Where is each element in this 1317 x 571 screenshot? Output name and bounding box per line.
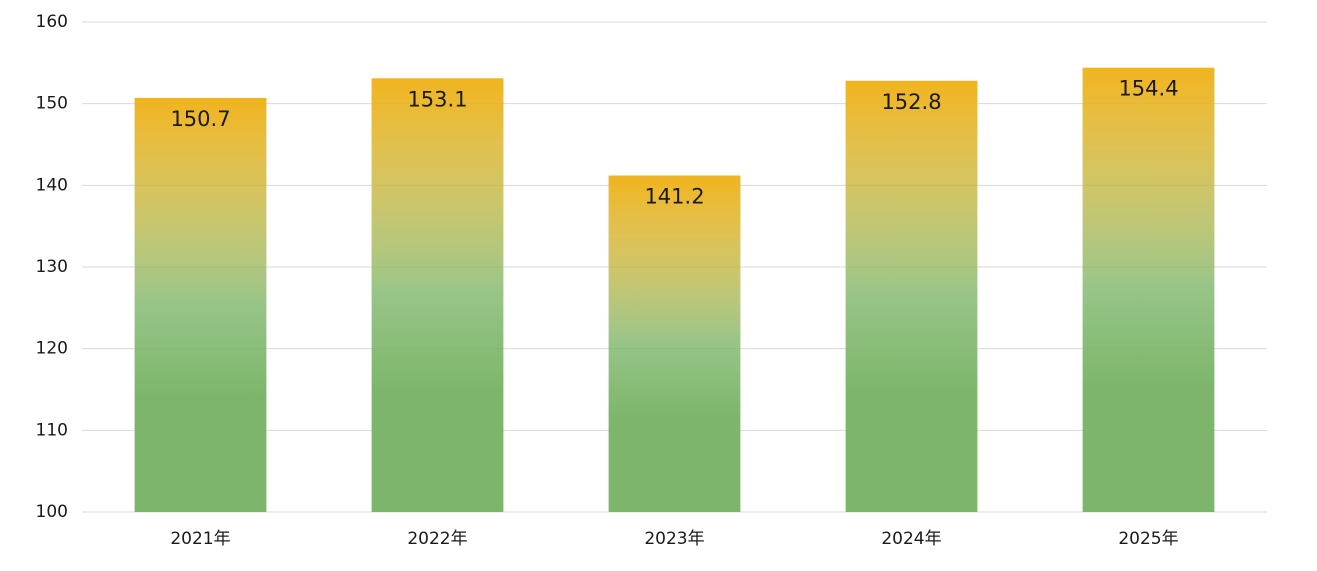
bar-overlay: [371, 78, 504, 512]
bar-group: [371, 78, 504, 512]
value-label: 152.8: [881, 90, 941, 114]
x-tick-label: 2021年: [170, 529, 230, 549]
bar-overlay: [134, 97, 267, 512]
x-tick-label: 2022年: [407, 529, 467, 549]
y-tick-label: 110: [36, 420, 68, 440]
x-tick-label: 2023年: [644, 529, 704, 549]
x-tick-label: 2025年: [1118, 529, 1178, 549]
value-label: 154.4: [1118, 77, 1178, 101]
bar-group: [845, 80, 978, 513]
y-tick-label: 140: [36, 175, 68, 195]
y-tick-label: 100: [36, 502, 68, 522]
y-tick-label: 150: [36, 94, 68, 114]
bar-group: [608, 175, 741, 513]
bar-overlay: [845, 80, 978, 513]
y-tick-label: 160: [36, 12, 68, 32]
value-label: 153.1: [407, 87, 467, 111]
x-tick-label: 2024年: [881, 529, 941, 549]
y-tick-label: 120: [36, 339, 68, 359]
value-label: 150.7: [170, 107, 230, 131]
bar-group: [134, 97, 267, 512]
y-tick-label: 130: [36, 257, 68, 277]
value-label: 141.2: [644, 185, 704, 209]
bar-overlay: [608, 175, 741, 513]
bar-group: [1082, 67, 1215, 512]
bar-overlay: [1082, 67, 1215, 512]
